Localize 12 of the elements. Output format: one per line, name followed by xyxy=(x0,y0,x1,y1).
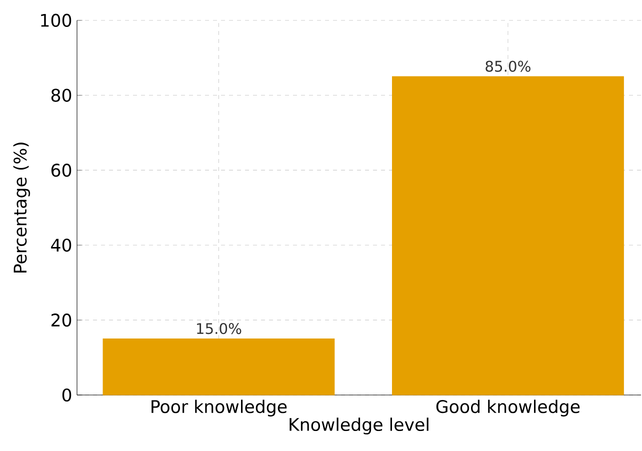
y-tick-label: 80 xyxy=(51,88,72,102)
x-axis-title: Knowledge level xyxy=(290,418,428,434)
y-tick-label: 60 xyxy=(51,164,72,177)
y-tick-label: 40 xyxy=(51,238,72,252)
data-label: 85.0% xyxy=(486,60,530,72)
y-tick-label: 0 xyxy=(62,388,72,402)
y-axis-title: Percentage (%) xyxy=(13,142,30,272)
x-tick-label: Good knowledge xyxy=(436,400,580,416)
x-tick-label: Poor knowledge xyxy=(152,400,287,416)
y-tick-label: 100 xyxy=(41,14,72,27)
data-label: 15.0% xyxy=(197,323,242,334)
y-tick-label: 20 xyxy=(52,314,72,327)
